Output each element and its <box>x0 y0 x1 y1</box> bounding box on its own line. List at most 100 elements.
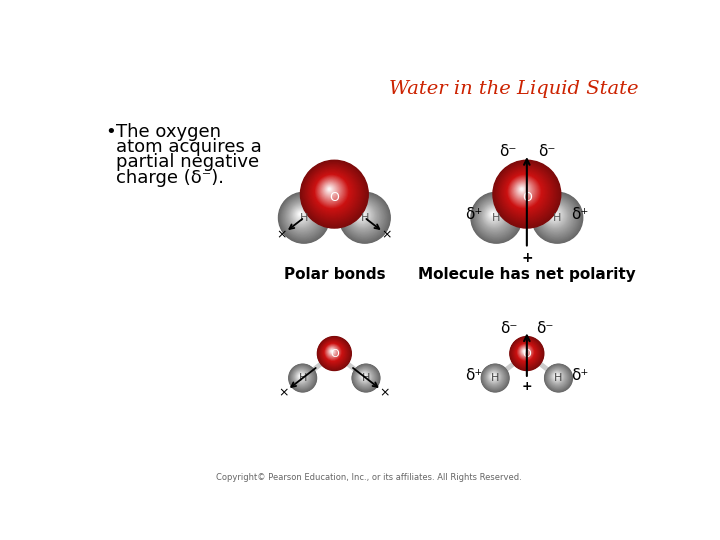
Circle shape <box>491 374 496 379</box>
Circle shape <box>354 366 378 390</box>
Circle shape <box>318 337 351 370</box>
Circle shape <box>547 207 562 222</box>
Circle shape <box>523 349 527 354</box>
Circle shape <box>296 210 306 220</box>
Text: Copyright© Pearson Education, Inc., or its affiliates. All Rights Reserved.: Copyright© Pearson Education, Inc., or i… <box>216 473 522 482</box>
Circle shape <box>317 177 346 206</box>
Text: The oxygen: The oxygen <box>117 123 222 140</box>
Circle shape <box>554 373 560 380</box>
Circle shape <box>538 198 575 235</box>
Circle shape <box>356 369 374 386</box>
Circle shape <box>482 364 508 391</box>
Circle shape <box>498 165 554 221</box>
Circle shape <box>546 206 564 224</box>
Circle shape <box>544 364 572 392</box>
Circle shape <box>521 188 523 190</box>
Circle shape <box>310 170 356 215</box>
Circle shape <box>551 370 564 383</box>
Circle shape <box>292 368 311 387</box>
Circle shape <box>353 365 379 391</box>
Circle shape <box>515 342 537 363</box>
Circle shape <box>478 199 513 234</box>
Circle shape <box>288 201 317 231</box>
Circle shape <box>515 182 531 199</box>
Circle shape <box>291 205 312 226</box>
Circle shape <box>553 372 562 381</box>
Circle shape <box>292 206 310 224</box>
Circle shape <box>325 345 341 360</box>
Circle shape <box>486 369 503 386</box>
Circle shape <box>484 367 506 389</box>
Circle shape <box>543 203 568 228</box>
Circle shape <box>302 161 366 226</box>
Circle shape <box>354 367 377 389</box>
Circle shape <box>355 208 369 222</box>
Circle shape <box>300 375 302 377</box>
Circle shape <box>359 371 371 383</box>
Circle shape <box>547 208 562 222</box>
Circle shape <box>480 201 509 231</box>
Circle shape <box>320 180 342 202</box>
Circle shape <box>517 184 528 196</box>
Circle shape <box>492 375 495 378</box>
Circle shape <box>318 178 344 204</box>
Circle shape <box>343 197 384 237</box>
Circle shape <box>512 179 536 202</box>
Circle shape <box>548 368 567 387</box>
Circle shape <box>471 192 522 243</box>
Circle shape <box>510 337 544 370</box>
Circle shape <box>294 208 307 221</box>
Circle shape <box>476 197 516 237</box>
Text: ×: × <box>276 228 287 241</box>
Circle shape <box>491 212 495 216</box>
Circle shape <box>490 372 498 381</box>
Circle shape <box>516 183 530 197</box>
Circle shape <box>546 366 570 389</box>
Circle shape <box>523 350 526 352</box>
Circle shape <box>354 366 377 389</box>
Circle shape <box>550 370 564 384</box>
Circle shape <box>297 211 304 218</box>
Circle shape <box>532 192 582 243</box>
Circle shape <box>293 368 311 386</box>
Circle shape <box>497 164 556 223</box>
Circle shape <box>491 374 495 379</box>
Circle shape <box>294 369 310 385</box>
Circle shape <box>320 339 348 367</box>
Circle shape <box>320 340 347 366</box>
Circle shape <box>555 375 558 377</box>
Circle shape <box>520 346 531 357</box>
Circle shape <box>292 367 312 388</box>
Circle shape <box>504 171 546 213</box>
Circle shape <box>323 342 344 363</box>
Circle shape <box>516 343 536 362</box>
Circle shape <box>362 374 366 379</box>
Circle shape <box>356 209 367 220</box>
Circle shape <box>512 339 541 368</box>
Circle shape <box>346 198 382 235</box>
Circle shape <box>294 370 309 384</box>
Circle shape <box>328 187 331 191</box>
Circle shape <box>358 370 372 384</box>
Circle shape <box>326 345 340 359</box>
Circle shape <box>518 345 533 360</box>
Circle shape <box>517 343 534 361</box>
Circle shape <box>362 374 366 379</box>
Circle shape <box>292 368 312 387</box>
Circle shape <box>534 194 580 240</box>
Circle shape <box>539 200 572 233</box>
Circle shape <box>348 201 378 231</box>
Circle shape <box>307 167 359 218</box>
Circle shape <box>520 187 525 192</box>
Circle shape <box>483 205 505 226</box>
Circle shape <box>340 193 390 242</box>
Circle shape <box>328 347 337 356</box>
Circle shape <box>359 212 364 217</box>
Circle shape <box>533 193 581 242</box>
Circle shape <box>343 196 385 238</box>
Circle shape <box>518 185 526 194</box>
Text: H: H <box>491 373 500 383</box>
Circle shape <box>285 199 320 234</box>
Circle shape <box>330 349 335 354</box>
Circle shape <box>291 366 314 389</box>
